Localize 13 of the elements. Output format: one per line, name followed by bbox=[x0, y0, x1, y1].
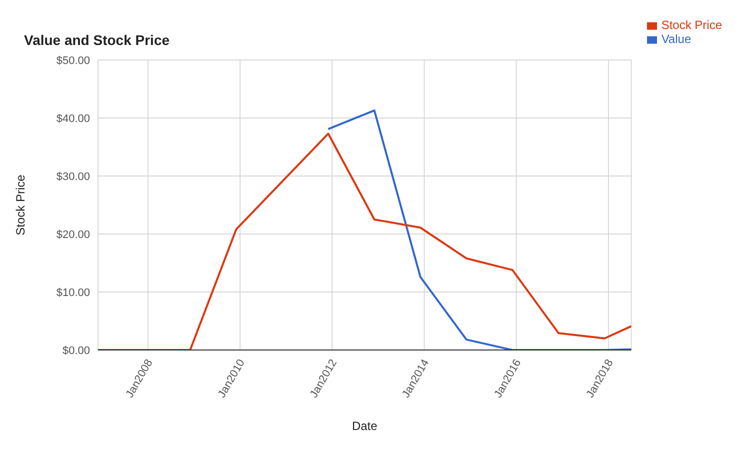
y-tick-label: $0.00 bbox=[62, 344, 90, 357]
y-tick-label: $20.00 bbox=[56, 228, 90, 241]
legend-label: Stock Price bbox=[661, 18, 722, 32]
y-tick-label: $40.00 bbox=[56, 112, 90, 125]
y-axis-title: Stock Price bbox=[13, 174, 28, 236]
y-tick-label: $10.00 bbox=[56, 286, 90, 299]
line-series bbox=[98, 132, 632, 350]
chart-title: Value and Stock Price bbox=[24, 32, 170, 48]
legend-label: Value bbox=[661, 32, 692, 46]
y-tick-label: $50.00 bbox=[56, 54, 90, 67]
line-series bbox=[327, 109, 632, 350]
y-tick-label: $30.00 bbox=[56, 170, 90, 183]
x-axis-title: Date bbox=[352, 419, 378, 433]
